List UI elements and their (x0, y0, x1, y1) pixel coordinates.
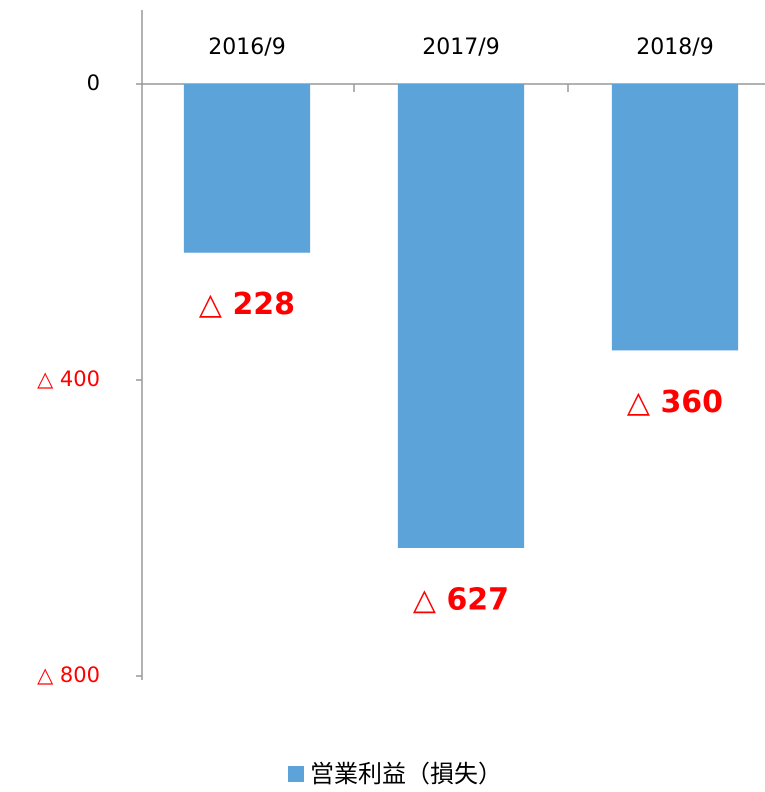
bar (183, 84, 311, 253)
value-label: △ 360 (627, 385, 723, 420)
bar (397, 84, 525, 548)
y-tick-label: △ 800 (37, 663, 100, 687)
y-tick-label: △ 400 (37, 367, 100, 391)
x-tick-label: 2017/9 (422, 35, 499, 60)
legend-label: 営業利益（損失） (310, 760, 502, 788)
y-tick-label: 0 (87, 71, 100, 95)
value-label: △ 228 (199, 287, 295, 322)
x-tick-label: 2016/9 (208, 35, 285, 60)
bar (611, 84, 739, 351)
value-label: △ 627 (413, 582, 509, 617)
legend-swatch (288, 766, 304, 782)
x-tick-label: 2018/9 (636, 35, 713, 60)
